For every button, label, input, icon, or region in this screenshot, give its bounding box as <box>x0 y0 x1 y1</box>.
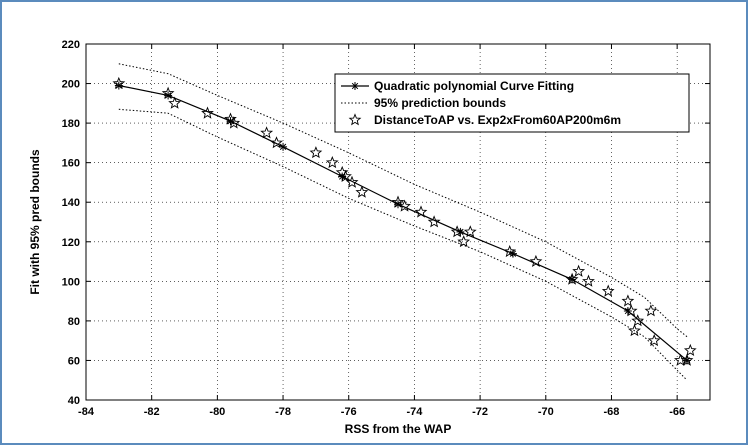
data-point-star <box>463 225 477 238</box>
legend-label-fit: Quadratic polynomial Curve Fitting <box>374 79 574 93</box>
data-point-star <box>457 235 471 248</box>
x-tick-label: -84 <box>78 406 95 418</box>
data-point-star <box>260 126 274 139</box>
x-tick-label: -78 <box>275 406 291 418</box>
legend-box <box>334 73 690 133</box>
data-point-star <box>270 136 283 149</box>
data-point-star <box>628 324 641 337</box>
y-tick-label: 220 <box>62 39 80 51</box>
y-axis-label: Fit with 95% pred bounds <box>28 149 42 295</box>
legend-swatch-fit-marker <box>351 82 359 90</box>
data-point-star <box>450 225 464 238</box>
data-point-star <box>644 304 658 317</box>
data-point-star <box>345 175 359 188</box>
data-point-star <box>112 76 126 89</box>
data-point-star <box>621 294 635 307</box>
x-tick-label: -74 <box>406 406 423 418</box>
data-point-star <box>168 96 182 109</box>
x-tick-label: -68 <box>604 406 620 418</box>
data-point-star <box>325 155 339 169</box>
legend: Quadratic polynomial Curve Fitting 95% pr… <box>334 73 690 133</box>
data-point-star <box>631 314 645 327</box>
data-point-star <box>529 254 543 267</box>
asterisk-stroke <box>509 250 517 257</box>
data-point-star <box>647 333 661 347</box>
data-point-star <box>565 272 579 285</box>
data-point-star <box>624 304 638 317</box>
data-point-star <box>427 215 441 228</box>
y-tick-label: 160 <box>62 158 80 170</box>
x-tick-label: -72 <box>472 406 488 418</box>
data-point-star <box>391 195 405 208</box>
legend-label-bounds: 95% prediction bounds <box>374 96 506 110</box>
data-point-star <box>355 185 369 198</box>
data-point-star <box>339 169 352 183</box>
upper-prediction-bound <box>118 63 688 338</box>
y-tick-label: 100 <box>62 276 80 288</box>
asterisk-stroke <box>351 82 359 90</box>
x-tick-label: -66 <box>669 406 685 418</box>
data-point-star <box>398 199 411 212</box>
x-tick-label: -80 <box>209 406 225 418</box>
data-point-star <box>601 284 615 297</box>
x-tick-label: -70 <box>538 406 554 418</box>
y-tick-label: 80 <box>68 316 80 328</box>
data-point-star <box>503 244 517 258</box>
y-tick-label: 140 <box>62 197 80 209</box>
data-point-star <box>582 274 595 287</box>
data-point-star <box>683 343 697 356</box>
lower-prediction-bound <box>118 108 688 381</box>
data-point-star <box>309 146 323 159</box>
data-point-star <box>161 86 175 99</box>
x-tick-label: -76 <box>341 406 357 418</box>
asterisk-stroke <box>279 143 287 151</box>
data-point-star <box>680 353 694 366</box>
data-point-star <box>572 264 586 277</box>
data-point-star <box>227 116 241 129</box>
data-point-star <box>414 205 428 218</box>
y-tick-label: 120 <box>62 237 80 249</box>
y-tick-label: 200 <box>62 79 80 91</box>
data-point-star <box>201 106 214 119</box>
legend-label-points: DistanceToAP vs. Exp2xFrom60AP200m6m <box>374 113 621 127</box>
axes-box <box>85 43 711 401</box>
x-axis-label: RSS from the WAP <box>345 422 452 436</box>
x-tick-label: -82 <box>144 406 160 418</box>
legend-swatch-points <box>348 113 362 126</box>
y-tick-label: 40 <box>68 395 80 407</box>
fit-curve-marker <box>279 142 288 151</box>
y-tick-label: 60 <box>68 355 80 367</box>
y-tick-label: 180 <box>62 118 80 130</box>
